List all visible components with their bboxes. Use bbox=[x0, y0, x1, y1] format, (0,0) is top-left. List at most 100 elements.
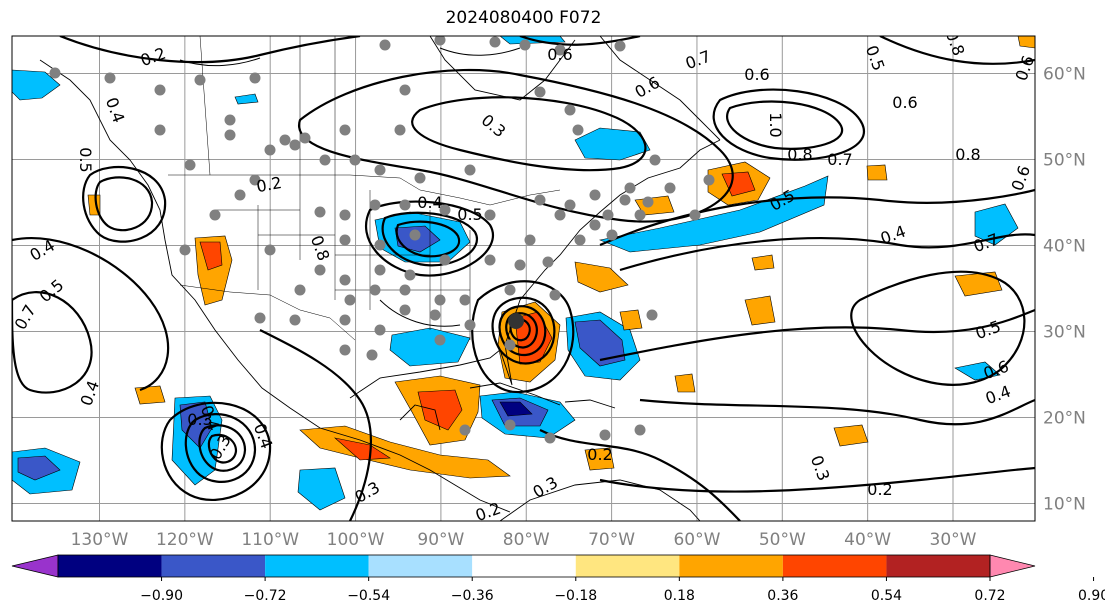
station-dot bbox=[339, 209, 351, 221]
lon-label: 40°W bbox=[844, 530, 891, 550]
lat-label: 50°N bbox=[1043, 151, 1086, 171]
station-dot bbox=[374, 239, 386, 251]
contour-atlantic-3 bbox=[599, 188, 1035, 247]
colorbar-segment bbox=[782, 555, 887, 577]
shade-navy-caribbean bbox=[499, 401, 533, 417]
contour-label: 0.2 bbox=[255, 173, 283, 196]
contour-thin-1 bbox=[179, 57, 261, 67]
shade-orange-east-atl bbox=[1017, 36, 1035, 49]
hurricane-center-marker bbox=[508, 313, 524, 329]
contour-label: 0.2 bbox=[473, 499, 503, 526]
station-dot bbox=[534, 86, 546, 98]
station-dot bbox=[319, 154, 331, 166]
contour-great-lakes-1 bbox=[364, 200, 494, 277]
contour-great-lakes-3 bbox=[395, 220, 461, 258]
contour-mexico-low-3 bbox=[207, 433, 238, 464]
station-dot bbox=[409, 229, 421, 241]
station-dot bbox=[399, 304, 411, 316]
station-dot bbox=[264, 244, 276, 256]
station-dots bbox=[49, 36, 715, 444]
station-dot bbox=[379, 39, 391, 51]
station-dot bbox=[554, 44, 566, 56]
contour-thin-2 bbox=[439, 47, 521, 56]
colorbar: −0.90 −0.72 −0.54 −0.36 −0.18 0.18 0.36 0.54 0.7… bbox=[11, 554, 1105, 604]
station-dot bbox=[194, 74, 206, 86]
contour-label: 0.6 bbox=[547, 45, 572, 64]
station-dot bbox=[314, 264, 326, 276]
station-dot bbox=[404, 269, 416, 281]
station-dot bbox=[464, 319, 476, 331]
contour-east-atl-1 bbox=[879, 36, 1035, 65]
shade-royal-sw-pacific bbox=[17, 455, 61, 481]
coastlines bbox=[39, 36, 721, 521]
contour-atlantic-5 bbox=[599, 308, 1035, 362]
contour-mexico-low-1 bbox=[184, 413, 257, 483]
shade-blue-central-america bbox=[297, 467, 346, 511]
station-dot bbox=[374, 164, 386, 176]
shade-orange-pacific bbox=[134, 385, 166, 405]
contour-hurricane-2 bbox=[498, 305, 547, 356]
longitude-labels: 130°W 120°W 110°W 100°W 90°W 80°W 70°W 60°W 50°W… bbox=[71, 530, 977, 550]
lon-label: 80°W bbox=[503, 530, 550, 550]
station-dot bbox=[339, 124, 351, 136]
station-dot bbox=[459, 424, 471, 436]
station-dot bbox=[589, 189, 601, 201]
map-title: 2024080400 F072 bbox=[445, 8, 602, 28]
lon-label: 30°W bbox=[930, 530, 977, 550]
shade-red-central-am bbox=[333, 437, 391, 461]
station-dot bbox=[602, 209, 614, 221]
contour-label: 0.8 bbox=[787, 145, 812, 164]
station-dot bbox=[254, 312, 266, 324]
colorbar-tick-label: 0.90 bbox=[1078, 588, 1105, 604]
contour-lines-thin bbox=[179, 47, 521, 327]
station-dot bbox=[484, 209, 496, 221]
contour-south-1 bbox=[539, 429, 741, 521]
contour-label: 0.3 bbox=[187, 410, 212, 429]
station-dot bbox=[434, 36, 446, 46]
station-dot bbox=[689, 209, 701, 221]
contour-atlantic-2 bbox=[726, 100, 844, 150]
station-dot bbox=[504, 419, 516, 431]
colorbar-tick-label: −0.18 bbox=[554, 588, 597, 604]
station-dot bbox=[349, 154, 361, 166]
station-dot bbox=[589, 219, 601, 231]
coast-yucatan bbox=[399, 404, 441, 431]
lon-label: 60°W bbox=[673, 530, 720, 550]
station-dot bbox=[339, 344, 351, 356]
station-dot bbox=[49, 67, 61, 79]
lon-label: 70°W bbox=[588, 530, 635, 550]
station-dot bbox=[703, 174, 715, 186]
coast-south-america bbox=[499, 479, 701, 521]
lat-label: 30°N bbox=[1043, 323, 1086, 343]
station-dot bbox=[504, 339, 516, 351]
station-dot bbox=[314, 206, 326, 218]
shade-royal-florida-east bbox=[574, 319, 626, 367]
colorbar-tick-label: 0.36 bbox=[767, 588, 798, 604]
station-dot bbox=[519, 39, 531, 51]
coast-pacific-na bbox=[39, 59, 511, 513]
colorbar-tick-label: −0.36 bbox=[451, 588, 494, 604]
station-dot bbox=[564, 104, 576, 116]
station-dot bbox=[429, 309, 441, 321]
shade-blue-rockies bbox=[234, 93, 259, 105]
shade-blue-newfoundland bbox=[598, 175, 829, 253]
station-dot bbox=[179, 244, 191, 256]
shade-blue-pacific-nw bbox=[12, 69, 61, 101]
station-dot bbox=[366, 349, 378, 361]
shade-orange-carolina bbox=[574, 261, 629, 293]
contour-southwest bbox=[259, 329, 372, 521]
station-dot bbox=[374, 324, 386, 336]
shade-red-gulf bbox=[417, 389, 463, 431]
contour-hurricane-1 bbox=[491, 296, 556, 365]
colorbar-tick-label: −0.72 bbox=[244, 588, 287, 604]
contour-label: 0.6 bbox=[1012, 53, 1039, 83]
station-dot bbox=[646, 309, 658, 321]
shade-orange-atl-5 bbox=[866, 164, 888, 181]
latitude-labels: 10°N 20°N 30°N 40°N 50°N 60°N bbox=[1043, 65, 1086, 515]
station-dot bbox=[279, 134, 291, 146]
colorbar-segment bbox=[58, 555, 162, 577]
station-dot bbox=[439, 204, 451, 216]
contour-pacific-nw bbox=[82, 165, 167, 243]
station-dot bbox=[104, 72, 116, 84]
contour-atlantic-6 bbox=[639, 398, 1035, 426]
